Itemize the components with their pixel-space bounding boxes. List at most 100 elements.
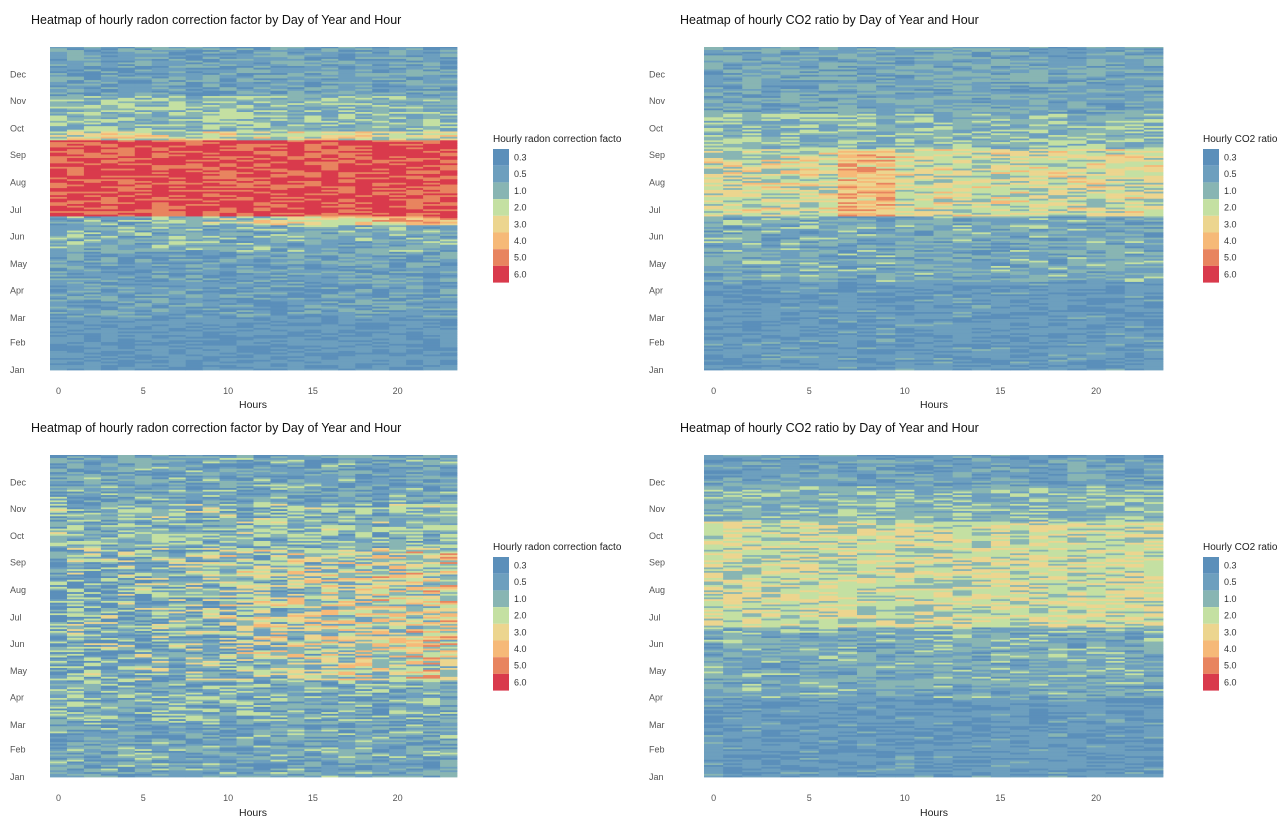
- heatmap-cell: [270, 129, 288, 132]
- heatmap-cell: [389, 56, 407, 59]
- heatmap-cell: [134, 221, 153, 224]
- heatmap-cell: [202, 147, 220, 150]
- heatmap-cell: [100, 343, 119, 346]
- heatmap-cell: [990, 361, 1011, 364]
- heatmap-cell: [219, 343, 237, 346]
- heatmap-cell: [253, 194, 271, 197]
- heatmap-cell: [423, 113, 441, 116]
- heatmap-cell: [321, 355, 339, 359]
- heatmap-cell: [83, 237, 102, 240]
- heatmap-cell: [253, 51, 271, 54]
- heatmap-cell: [219, 122, 237, 125]
- heatmap-cell: [270, 226, 288, 229]
- heatmap-cell: [1029, 368, 1049, 371]
- heatmap-cell: [66, 355, 85, 359]
- heatmap-cell: [219, 182, 237, 185]
- heatmap-cell: [355, 175, 373, 178]
- heatmap-cell: [219, 65, 237, 68]
- heatmap-cell: [287, 233, 305, 236]
- heatmap-cell: [100, 228, 119, 231]
- heatmap-cell: [253, 60, 271, 63]
- heatmap-cell: [818, 362, 839, 366]
- heatmap-cell: [50, 221, 68, 224]
- heatmap-cell: [151, 47, 170, 49]
- heatmap-cell: [253, 242, 271, 245]
- heatmap-cell: [185, 345, 204, 348]
- heatmap-cell: [100, 253, 119, 256]
- heatmap-cell: [168, 200, 187, 203]
- heatmap-cell: [372, 354, 390, 357]
- heatmap-cell: [440, 235, 458, 238]
- heatmap-cell: [1105, 336, 1126, 339]
- heatmap-cell: [66, 79, 85, 82]
- heatmap-cell: [83, 270, 102, 274]
- heatmap-cell: [372, 265, 390, 268]
- heatmap-cell: [338, 147, 356, 150]
- heatmap-cell: [117, 120, 136, 123]
- heatmap-cell: [389, 249, 407, 252]
- heatmap-cell: [389, 93, 407, 97]
- heatmap-cell: [202, 249, 220, 252]
- heatmap-cell: [742, 334, 762, 337]
- heatmap-cell: [168, 348, 187, 351]
- heatmap-cell: [168, 184, 187, 187]
- heatmap-cell: [287, 212, 305, 215]
- heatmap-cell: [270, 214, 288, 217]
- heatmap-cell: [440, 74, 458, 77]
- heatmap-cell: [818, 334, 839, 337]
- heatmap-cell: [151, 166, 170, 169]
- heatmap-cell: [83, 116, 102, 120]
- heatmap-cell: [1086, 361, 1107, 364]
- heatmap-cell: [185, 85, 204, 88]
- heatmap-cell: [66, 339, 85, 343]
- heatmap-cell: [253, 161, 271, 164]
- heatmap-cell: [66, 290, 85, 293]
- heatmap-cell: [50, 77, 68, 81]
- heatmap-cell: [1124, 352, 1145, 355]
- heatmap-cell: [151, 292, 170, 295]
- heatmap-cell: [236, 85, 254, 88]
- heatmap-cell: [338, 132, 356, 136]
- heatmap-cell: [66, 309, 85, 312]
- heatmap-cell: [406, 323, 424, 327]
- heatmap-cell: [185, 203, 204, 206]
- heatmap-cell: [372, 217, 390, 220]
- heatmap-cell: [914, 368, 934, 371]
- heatmap-cell: [389, 76, 407, 79]
- heatmap-cell: [202, 254, 220, 258]
- heatmap-cell: [50, 322, 68, 325]
- heatmap-cell: [253, 201, 271, 205]
- heatmap-cell: [117, 134, 136, 137]
- heatmap-cell: [1124, 334, 1145, 337]
- heatmap-cell: [168, 368, 187, 371]
- heatmap-cell: [321, 106, 339, 109]
- heatmap-cell: [287, 276, 305, 279]
- heatmap-cell: [338, 180, 356, 183]
- heatmap-cell: [50, 269, 68, 272]
- heatmap-cell: [219, 200, 237, 203]
- heatmap-cell: [355, 311, 373, 314]
- heatmap-cell: [440, 95, 458, 98]
- heatmap-cell: [83, 313, 102, 316]
- heatmap-cell: [202, 139, 220, 143]
- heatmap-cell: [219, 281, 237, 284]
- heatmap-cell: [1086, 346, 1107, 350]
- heatmap-cell: [134, 354, 153, 357]
- heatmap-cell: [185, 224, 204, 228]
- heatmap-cell: [168, 262, 187, 265]
- heatmap-cell: [952, 366, 973, 369]
- heatmap-cell: [219, 60, 237, 63]
- heatmap-cell: [83, 184, 102, 187]
- heatmap-cell: [406, 99, 424, 102]
- heatmap-cell: [723, 336, 743, 339]
- heatmap-cell: [304, 336, 322, 339]
- heatmap-cell: [372, 246, 390, 249]
- heatmap-cell: [100, 102, 119, 105]
- heatmap-cell: [219, 277, 237, 281]
- heatmap-cell: [270, 69, 288, 72]
- heatmap-cell: [236, 143, 254, 146]
- heatmap-cell: [287, 125, 305, 128]
- heatmap-cell: [1067, 355, 1087, 359]
- heatmap-cell: [134, 217, 153, 220]
- heatmap-cell: [66, 85, 85, 88]
